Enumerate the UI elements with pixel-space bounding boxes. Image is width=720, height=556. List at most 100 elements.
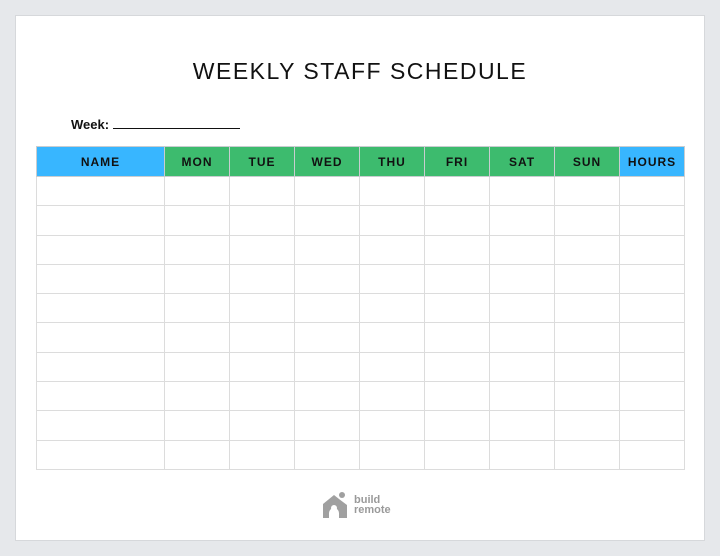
cell-hours[interactable] <box>619 263 685 295</box>
cell-fri[interactable] <box>424 263 490 295</box>
header-row: NAME MON TUE WED THU FRI SAT SUN HOURS <box>36 146 685 177</box>
cell-thu[interactable] <box>359 205 425 236</box>
table-row <box>36 205 685 236</box>
cell-sat[interactable] <box>489 322 555 353</box>
cell-sun[interactable] <box>554 439 620 470</box>
cell-sun[interactable] <box>554 351 620 383</box>
cell-fri[interactable] <box>424 439 490 470</box>
cell-tue[interactable] <box>229 381 295 412</box>
cell-fri[interactable] <box>424 293 490 324</box>
cell-name[interactable] <box>36 322 165 353</box>
week-input-line[interactable] <box>113 116 241 129</box>
cell-thu[interactable] <box>359 439 425 470</box>
cell-thu[interactable] <box>359 322 425 353</box>
cell-sun[interactable] <box>554 175 620 207</box>
cell-sun[interactable] <box>554 293 620 324</box>
cell-hours[interactable] <box>619 205 685 236</box>
cell-sat[interactable] <box>489 381 555 412</box>
cell-wed[interactable] <box>294 263 360 295</box>
cell-mon[interactable] <box>164 351 230 383</box>
cell-tue[interactable] <box>229 234 295 265</box>
header-thu: THU <box>359 146 425 177</box>
cell-thu[interactable] <box>359 351 425 383</box>
cell-thu[interactable] <box>359 293 425 324</box>
cell-hours[interactable] <box>619 351 685 383</box>
cell-wed[interactable] <box>294 439 360 470</box>
logo-line1: build <box>354 494 381 506</box>
cell-wed[interactable] <box>294 234 360 265</box>
cell-sun[interactable] <box>554 322 620 353</box>
cell-sun[interactable] <box>554 410 620 441</box>
cell-fri[interactable] <box>424 410 490 441</box>
cell-sat[interactable] <box>489 351 555 383</box>
cell-tue[interactable] <box>229 439 295 470</box>
table-row <box>36 410 685 441</box>
cell-wed[interactable] <box>294 322 360 353</box>
cell-hours[interactable] <box>619 234 685 265</box>
cell-name[interactable] <box>36 205 165 236</box>
cell-hours[interactable] <box>619 322 685 353</box>
header-hours: HOURS <box>619 146 685 177</box>
cell-sun[interactable] <box>554 381 620 412</box>
cell-mon[interactable] <box>164 381 230 412</box>
cell-tue[interactable] <box>229 175 295 207</box>
cell-mon[interactable] <box>164 293 230 324</box>
cell-mon[interactable] <box>164 439 230 470</box>
cell-wed[interactable] <box>294 205 360 236</box>
cell-sat[interactable] <box>489 205 555 236</box>
cell-name[interactable] <box>36 263 165 295</box>
cell-sat[interactable] <box>489 293 555 324</box>
table-row <box>36 439 685 470</box>
cell-thu[interactable] <box>359 410 425 441</box>
table-row <box>36 263 685 295</box>
cell-name[interactable] <box>36 293 165 324</box>
cell-fri[interactable] <box>424 234 490 265</box>
cell-hours[interactable] <box>619 410 685 441</box>
cell-sat[interactable] <box>489 234 555 265</box>
cell-wed[interactable] <box>294 381 360 412</box>
cell-sun[interactable] <box>554 205 620 236</box>
cell-fri[interactable] <box>424 351 490 383</box>
cell-name[interactable] <box>36 410 165 441</box>
schedule-table: NAME MON TUE WED THU FRI SAT SUN HOURS <box>36 146 685 470</box>
cell-sat[interactable] <box>489 263 555 295</box>
cell-mon[interactable] <box>164 410 230 441</box>
cell-mon[interactable] <box>164 175 230 207</box>
cell-thu[interactable] <box>359 263 425 295</box>
cell-sun[interactable] <box>554 234 620 265</box>
cell-wed[interactable] <box>294 175 360 207</box>
cell-mon[interactable] <box>164 205 230 236</box>
cell-name[interactable] <box>36 439 165 470</box>
cell-hours[interactable] <box>619 175 685 207</box>
cell-wed[interactable] <box>294 293 360 324</box>
cell-hours[interactable] <box>619 293 685 324</box>
cell-mon[interactable] <box>164 263 230 295</box>
cell-tue[interactable] <box>229 351 295 383</box>
cell-thu[interactable] <box>359 234 425 265</box>
cell-hours[interactable] <box>619 439 685 470</box>
cell-tue[interactable] <box>229 410 295 441</box>
cell-tue[interactable] <box>229 322 295 353</box>
cell-tue[interactable] <box>229 205 295 236</box>
cell-wed[interactable] <box>294 351 360 383</box>
cell-mon[interactable] <box>164 234 230 265</box>
cell-sun[interactable] <box>554 263 620 295</box>
cell-sat[interactable] <box>489 439 555 470</box>
cell-fri[interactable] <box>424 175 490 207</box>
cell-name[interactable] <box>36 351 165 383</box>
cell-tue[interactable] <box>229 263 295 295</box>
cell-name[interactable] <box>36 234 165 265</box>
cell-sat[interactable] <box>489 175 555 207</box>
cell-sat[interactable] <box>489 410 555 441</box>
cell-fri[interactable] <box>424 322 490 353</box>
cell-mon[interactable] <box>164 322 230 353</box>
cell-thu[interactable] <box>359 381 425 412</box>
cell-wed[interactable] <box>294 410 360 441</box>
cell-thu[interactable] <box>359 175 425 207</box>
cell-fri[interactable] <box>424 381 490 412</box>
cell-fri[interactable] <box>424 205 490 236</box>
cell-tue[interactable] <box>229 293 295 324</box>
cell-name[interactable] <box>36 381 165 412</box>
cell-name[interactable] <box>36 175 165 207</box>
cell-hours[interactable] <box>619 381 685 412</box>
